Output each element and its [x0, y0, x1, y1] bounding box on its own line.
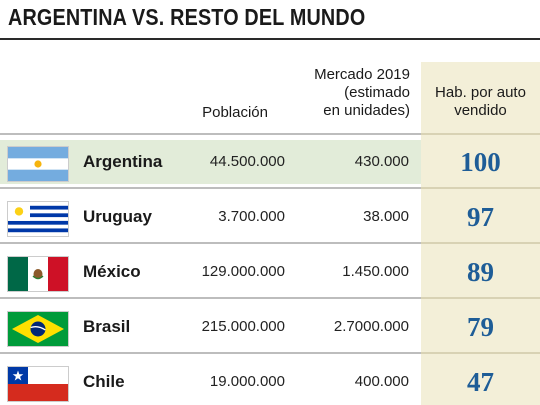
country-name: Chile — [83, 372, 125, 391]
row-divider — [421, 297, 540, 299]
country-name: Brasil — [83, 317, 131, 336]
population-value: 129.000.000 — [201, 263, 285, 280]
header-hab-line2: vendido — [454, 102, 507, 119]
population-value: 44.500.000 — [209, 153, 285, 170]
row-highlight — [0, 140, 421, 184]
title-divider — [0, 38, 540, 40]
row-divider — [0, 352, 421, 354]
header-market-line3: en unidades) — [323, 102, 410, 119]
header-population: Población — [202, 104, 268, 121]
table-row: Uruguay 3.700.000 38.000 97 — [0, 195, 540, 239]
row-divider — [421, 242, 540, 244]
table-row: Brasil 215.000.000 2.7000.000 79 — [0, 305, 540, 349]
hab-per-car-value: 89 — [467, 257, 494, 287]
hab-per-car-value: 47 — [467, 367, 494, 397]
header-hab-per-car: Hab. por auto vendido — [421, 84, 540, 120]
row-divider — [421, 352, 540, 354]
market-value: 2.7000.000 — [333, 318, 409, 335]
row-divider — [0, 187, 421, 189]
argentina-flag-icon — [8, 147, 68, 181]
population-value: 3.700.000 — [218, 208, 285, 225]
market-value: 400.000 — [354, 373, 409, 390]
page-title: ARGENTINA VS. RESTO DEL MUNDO — [8, 4, 366, 30]
row-divider — [421, 187, 540, 189]
table-row: México 129.000.000 1.450.000 89 — [0, 250, 540, 294]
chile-flag-icon — [8, 367, 68, 401]
row-divider — [0, 133, 421, 135]
row-divider — [0, 242, 421, 244]
table-row: Chile 19.000.000 400.000 47 — [0, 360, 540, 404]
row-divider — [0, 297, 421, 299]
row-divider — [421, 133, 540, 135]
hab-per-car-value: 100 — [460, 147, 501, 177]
header-market-line2: (estimado — [344, 84, 410, 101]
brazil-flag-icon — [8, 312, 68, 346]
uruguay-flag-icon — [8, 202, 68, 236]
header-hab-line1: Hab. por auto — [435, 84, 526, 101]
market-value: 1.450.000 — [342, 263, 409, 280]
header-market-line1: Mercado 2019 — [314, 66, 410, 83]
hab-column-highlight — [421, 62, 540, 405]
country-name: Uruguay — [83, 207, 152, 226]
mexico-flag-icon — [8, 257, 68, 291]
header-market: Mercado 2019 (estimado en unidades) — [290, 66, 410, 120]
population-value: 215.000.000 — [201, 318, 285, 335]
hab-per-car-value: 79 — [467, 312, 494, 342]
market-value: 430.000 — [354, 153, 409, 170]
hab-per-car-value: 97 — [467, 202, 494, 232]
population-value: 19.000.000 — [209, 373, 285, 390]
country-name: Argentina — [83, 152, 163, 171]
country-name: México — [83, 262, 141, 281]
table-row: Argentina 44.500.000 430.000 100 — [0, 140, 540, 184]
market-value: 38.000 — [363, 208, 409, 225]
